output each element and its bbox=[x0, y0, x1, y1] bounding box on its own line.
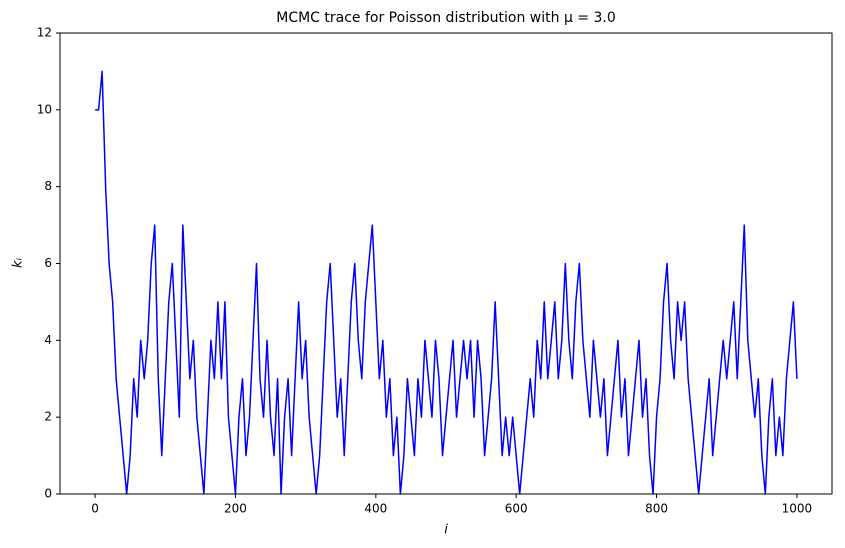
x-tick-label: 0 bbox=[91, 502, 99, 516]
y-tick-label: 8 bbox=[44, 179, 52, 193]
x-tick-label: 600 bbox=[505, 502, 528, 516]
trace-line bbox=[95, 70, 798, 494]
y-axis-label: kᵢ bbox=[11, 257, 26, 268]
plot-frame bbox=[59, 32, 833, 495]
x-tick-label: 1000 bbox=[782, 502, 813, 516]
x-tick-label: 800 bbox=[645, 502, 668, 516]
y-tick-label: 6 bbox=[44, 256, 52, 270]
y-tick-label: 2 bbox=[44, 410, 52, 424]
y-tick-label: 12 bbox=[37, 26, 52, 40]
x-tick-label: 200 bbox=[224, 502, 247, 516]
x-axis-label: i bbox=[444, 523, 448, 538]
y-tick-label: 10 bbox=[37, 102, 52, 116]
y-tick-label: 4 bbox=[44, 333, 52, 347]
chart-title: MCMC trace for Poisson distribution with… bbox=[276, 10, 616, 26]
x-tick-label: 400 bbox=[364, 502, 387, 516]
y-tick-label: 0 bbox=[44, 487, 52, 501]
